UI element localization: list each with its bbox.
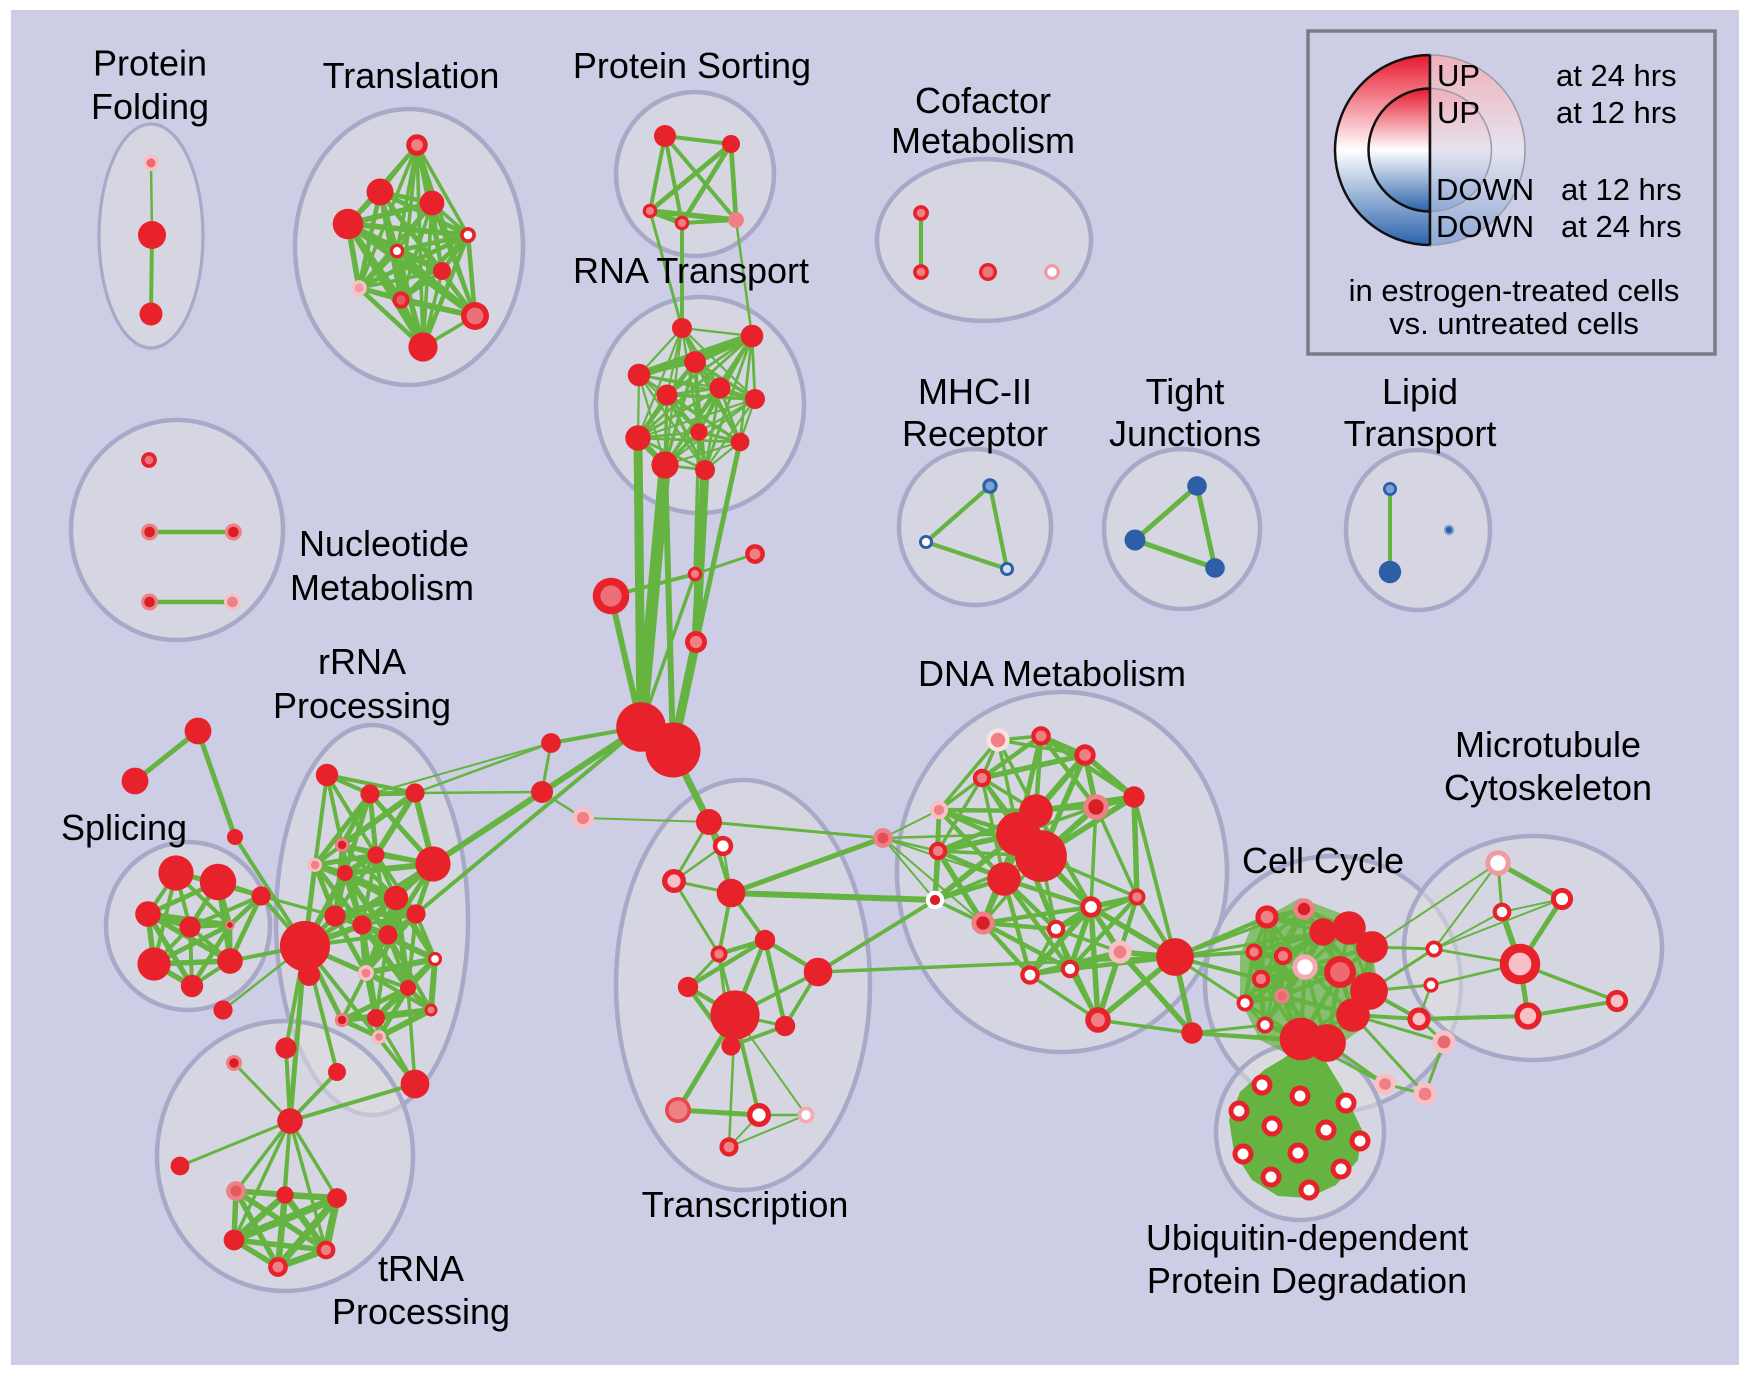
svg-text:Translation: Translation <box>323 55 500 96</box>
svg-text:DOWN: DOWN <box>1436 209 1534 244</box>
svg-text:DOWN: DOWN <box>1436 172 1534 207</box>
svg-text:Protein Sorting: Protein Sorting <box>573 45 811 86</box>
svg-text:in estrogen-treated cells: in estrogen-treated cells <box>1349 273 1680 308</box>
svg-text:Metabolism: Metabolism <box>290 567 474 608</box>
svg-text:Microtubule: Microtubule <box>1455 724 1641 765</box>
svg-text:UP: UP <box>1437 58 1480 93</box>
svg-text:Receptor: Receptor <box>902 413 1048 454</box>
svg-text:Cell Cycle: Cell Cycle <box>1242 840 1404 881</box>
svg-text:Processing: Processing <box>273 685 451 726</box>
svg-text:Junctions: Junctions <box>1109 413 1261 454</box>
svg-text:at 12 hrs: at 12 hrs <box>1561 172 1682 207</box>
svg-text:Processing: Processing <box>332 1291 510 1332</box>
svg-text:UP: UP <box>1437 95 1480 130</box>
svg-text:at 12 hrs: at 12 hrs <box>1556 95 1677 130</box>
svg-text:Folding: Folding <box>91 86 209 127</box>
svg-text:Splicing: Splicing <box>61 807 187 848</box>
svg-text:DNA Metabolism: DNA Metabolism <box>918 653 1186 694</box>
svg-text:Tight: Tight <box>1146 371 1225 412</box>
svg-text:at 24 hrs: at 24 hrs <box>1556 58 1677 93</box>
svg-text:Lipid: Lipid <box>1382 371 1458 412</box>
svg-text:Protein: Protein <box>93 43 207 84</box>
svg-text:MHC-II: MHC-II <box>918 371 1032 412</box>
svg-text:Transcription: Transcription <box>642 1184 849 1225</box>
svg-text:vs. untreated cells: vs. untreated cells <box>1389 306 1639 341</box>
svg-text:Cytoskeleton: Cytoskeleton <box>1444 767 1652 808</box>
svg-text:at 24 hrs: at 24 hrs <box>1561 209 1682 244</box>
svg-text:Protein Degradation: Protein Degradation <box>1147 1260 1467 1301</box>
svg-text:RNA Transport: RNA Transport <box>573 250 809 291</box>
svg-text:Cofactor: Cofactor <box>915 80 1051 121</box>
svg-text:tRNA: tRNA <box>378 1248 464 1289</box>
svg-text:Nucleotide: Nucleotide <box>299 523 469 564</box>
svg-text:Transport: Transport <box>1344 413 1497 454</box>
svg-text:Metabolism: Metabolism <box>891 120 1075 161</box>
svg-text:rRNA: rRNA <box>318 641 406 682</box>
svg-text:Ubiquitin-dependent: Ubiquitin-dependent <box>1146 1217 1468 1258</box>
